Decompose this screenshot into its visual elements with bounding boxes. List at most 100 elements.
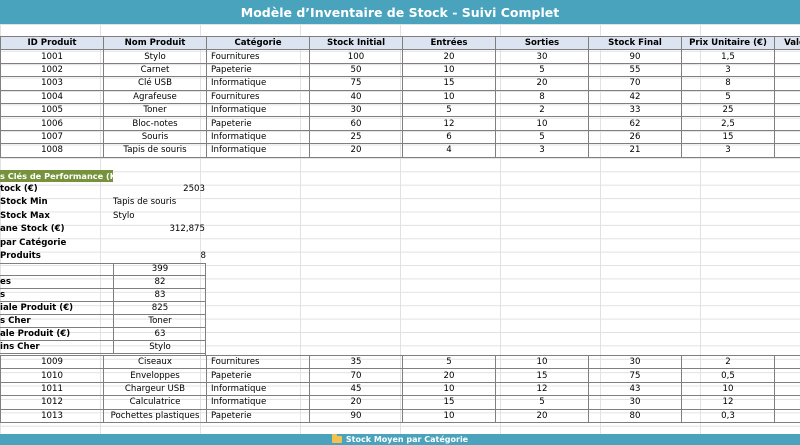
table-cell[interactable]: Fournitures [206, 49, 310, 64]
table-cell[interactable]: Papeterie [206, 116, 310, 131]
table-cell[interactable]: 8 [495, 89, 589, 104]
table-cell[interactable]: Papeterie [206, 368, 310, 383]
table-cell[interactable]: 2 [681, 354, 775, 370]
table-cell[interactable]: 70 [588, 76, 682, 91]
table-cell[interactable] [774, 49, 800, 64]
column-header[interactable]: Prix Unitaire (€) [681, 35, 775, 51]
table-cell[interactable] [774, 143, 800, 158]
table-cell[interactable] [774, 76, 800, 91]
table-cell[interactable]: 3 [681, 62, 775, 78]
table-cell[interactable]: Enveloppes [103, 368, 207, 383]
column-header[interactable]: Entrées [402, 35, 496, 51]
table-cell[interactable]: 20 [495, 76, 589, 91]
table-cell[interactable]: 100 [309, 49, 403, 64]
table-cell[interactable]: Informatique [206, 102, 310, 118]
table-cell[interactable]: 43 [588, 381, 682, 397]
table-cell[interactable]: Clé USB [103, 76, 207, 91]
table-cell[interactable]: 6 [402, 129, 496, 145]
stats-value[interactable]: Stylo [113, 341, 206, 353]
table-cell[interactable]: 40 [309, 89, 403, 104]
table-cell[interactable] [774, 62, 800, 78]
table-cell[interactable]: 15 [681, 129, 775, 145]
table-cell[interactable]: Chargeur USB [103, 381, 207, 397]
table-cell[interactable]: 5 [681, 89, 775, 104]
table-cell[interactable]: Fournitures [206, 354, 310, 370]
table-cell[interactable]: Informatique [206, 76, 310, 91]
column-header[interactable]: Stock Initial [309, 35, 403, 51]
table-cell[interactable]: 30 [495, 49, 589, 64]
column-header[interactable]: ID Produit [0, 35, 104, 51]
stats-value[interactable]: 399 [113, 263, 206, 275]
table-cell[interactable]: 42 [588, 89, 682, 104]
table-cell[interactable]: 10 [402, 381, 496, 397]
table-cell[interactable]: 1013 [0, 408, 104, 423]
table-cell[interactable]: 1010 [0, 368, 104, 383]
table-cell[interactable] [774, 102, 800, 118]
column-header[interactable]: Sorties [495, 35, 589, 51]
table-cell[interactable]: 5 [402, 354, 496, 370]
table-cell[interactable]: 3 [495, 143, 589, 158]
table-cell[interactable]: 26 [588, 129, 682, 145]
table-cell[interactable]: 1007 [0, 129, 104, 145]
table-cell[interactable] [774, 408, 800, 423]
kpi-value[interactable]: 312,875 [169, 224, 205, 235]
table-cell[interactable]: Bloc-notes [103, 116, 207, 131]
table-cell[interactable]: 10 [495, 354, 589, 370]
table-cell[interactable]: 70 [309, 368, 403, 383]
table-cell[interactable]: 1001 [0, 49, 104, 64]
table-cell[interactable]: Informatique [206, 143, 310, 158]
stats-value[interactable]: Toner [113, 315, 206, 327]
table-cell[interactable]: 30 [309, 102, 403, 118]
table-cell[interactable]: Tapis de souris [103, 143, 207, 158]
column-header[interactable]: Valeu [774, 35, 800, 51]
table-cell[interactable]: 90 [309, 408, 403, 423]
table-cell[interactable]: 1011 [0, 381, 104, 397]
table-cell[interactable]: 20 [309, 143, 403, 158]
table-cell[interactable]: 12 [495, 381, 589, 397]
table-cell[interactable] [774, 89, 800, 104]
table-cell[interactable]: 2,5 [681, 116, 775, 131]
table-cell[interactable]: 1006 [0, 116, 104, 131]
table-cell[interactable]: 1003 [0, 76, 104, 91]
kpi-value[interactable]: Tapis de souris [113, 197, 177, 208]
table-cell[interactable]: 20 [402, 49, 496, 64]
table-cell[interactable]: Informatique [206, 129, 310, 145]
stats-value[interactable]: 63 [113, 328, 206, 340]
stats-value[interactable]: 83 [113, 289, 206, 301]
table-cell[interactable]: 25 [309, 129, 403, 145]
table-cell[interactable]: 20 [402, 368, 496, 383]
table-cell[interactable]: 33 [588, 102, 682, 118]
table-cell[interactable]: 21 [588, 143, 682, 158]
table-cell[interactable] [774, 381, 800, 397]
table-cell[interactable]: 4 [402, 143, 496, 158]
table-cell[interactable] [774, 354, 800, 370]
table-cell[interactable]: 0,3 [681, 408, 775, 423]
table-cell[interactable]: 12 [681, 395, 775, 410]
table-cell[interactable]: 10 [402, 62, 496, 78]
table-cell[interactable]: 12 [402, 116, 496, 131]
table-cell[interactable]: 1004 [0, 89, 104, 104]
table-cell[interactable]: 10 [495, 116, 589, 131]
column-header[interactable]: Nom Produit [103, 35, 207, 51]
table-cell[interactable]: Papeterie [206, 408, 310, 423]
table-cell[interactable]: 3 [681, 143, 775, 158]
table-cell[interactable]: 30 [588, 354, 682, 370]
table-cell[interactable]: 15 [402, 76, 496, 91]
kpi-value[interactable]: 2503 [183, 184, 205, 194]
table-cell[interactable] [774, 129, 800, 145]
table-cell[interactable]: 80 [588, 408, 682, 423]
column-header[interactable]: Stock Final [588, 35, 682, 51]
table-cell[interactable]: Carnet [103, 62, 207, 78]
table-cell[interactable]: 1002 [0, 62, 104, 78]
table-cell[interactable]: Stylo [103, 49, 207, 64]
table-cell[interactable] [774, 116, 800, 131]
kpi-value[interactable]: Stylo [113, 210, 135, 221]
table-cell[interactable]: 5 [495, 129, 589, 145]
table-cell[interactable]: Toner [103, 102, 207, 118]
table-cell[interactable]: Calculatrice [103, 395, 207, 410]
table-cell[interactable]: 25 [681, 102, 775, 118]
table-cell[interactable]: 75 [309, 76, 403, 91]
stats-value[interactable]: 825 [113, 302, 206, 314]
table-cell[interactable]: 1009 [0, 354, 104, 370]
table-cell[interactable]: 20 [309, 395, 403, 410]
